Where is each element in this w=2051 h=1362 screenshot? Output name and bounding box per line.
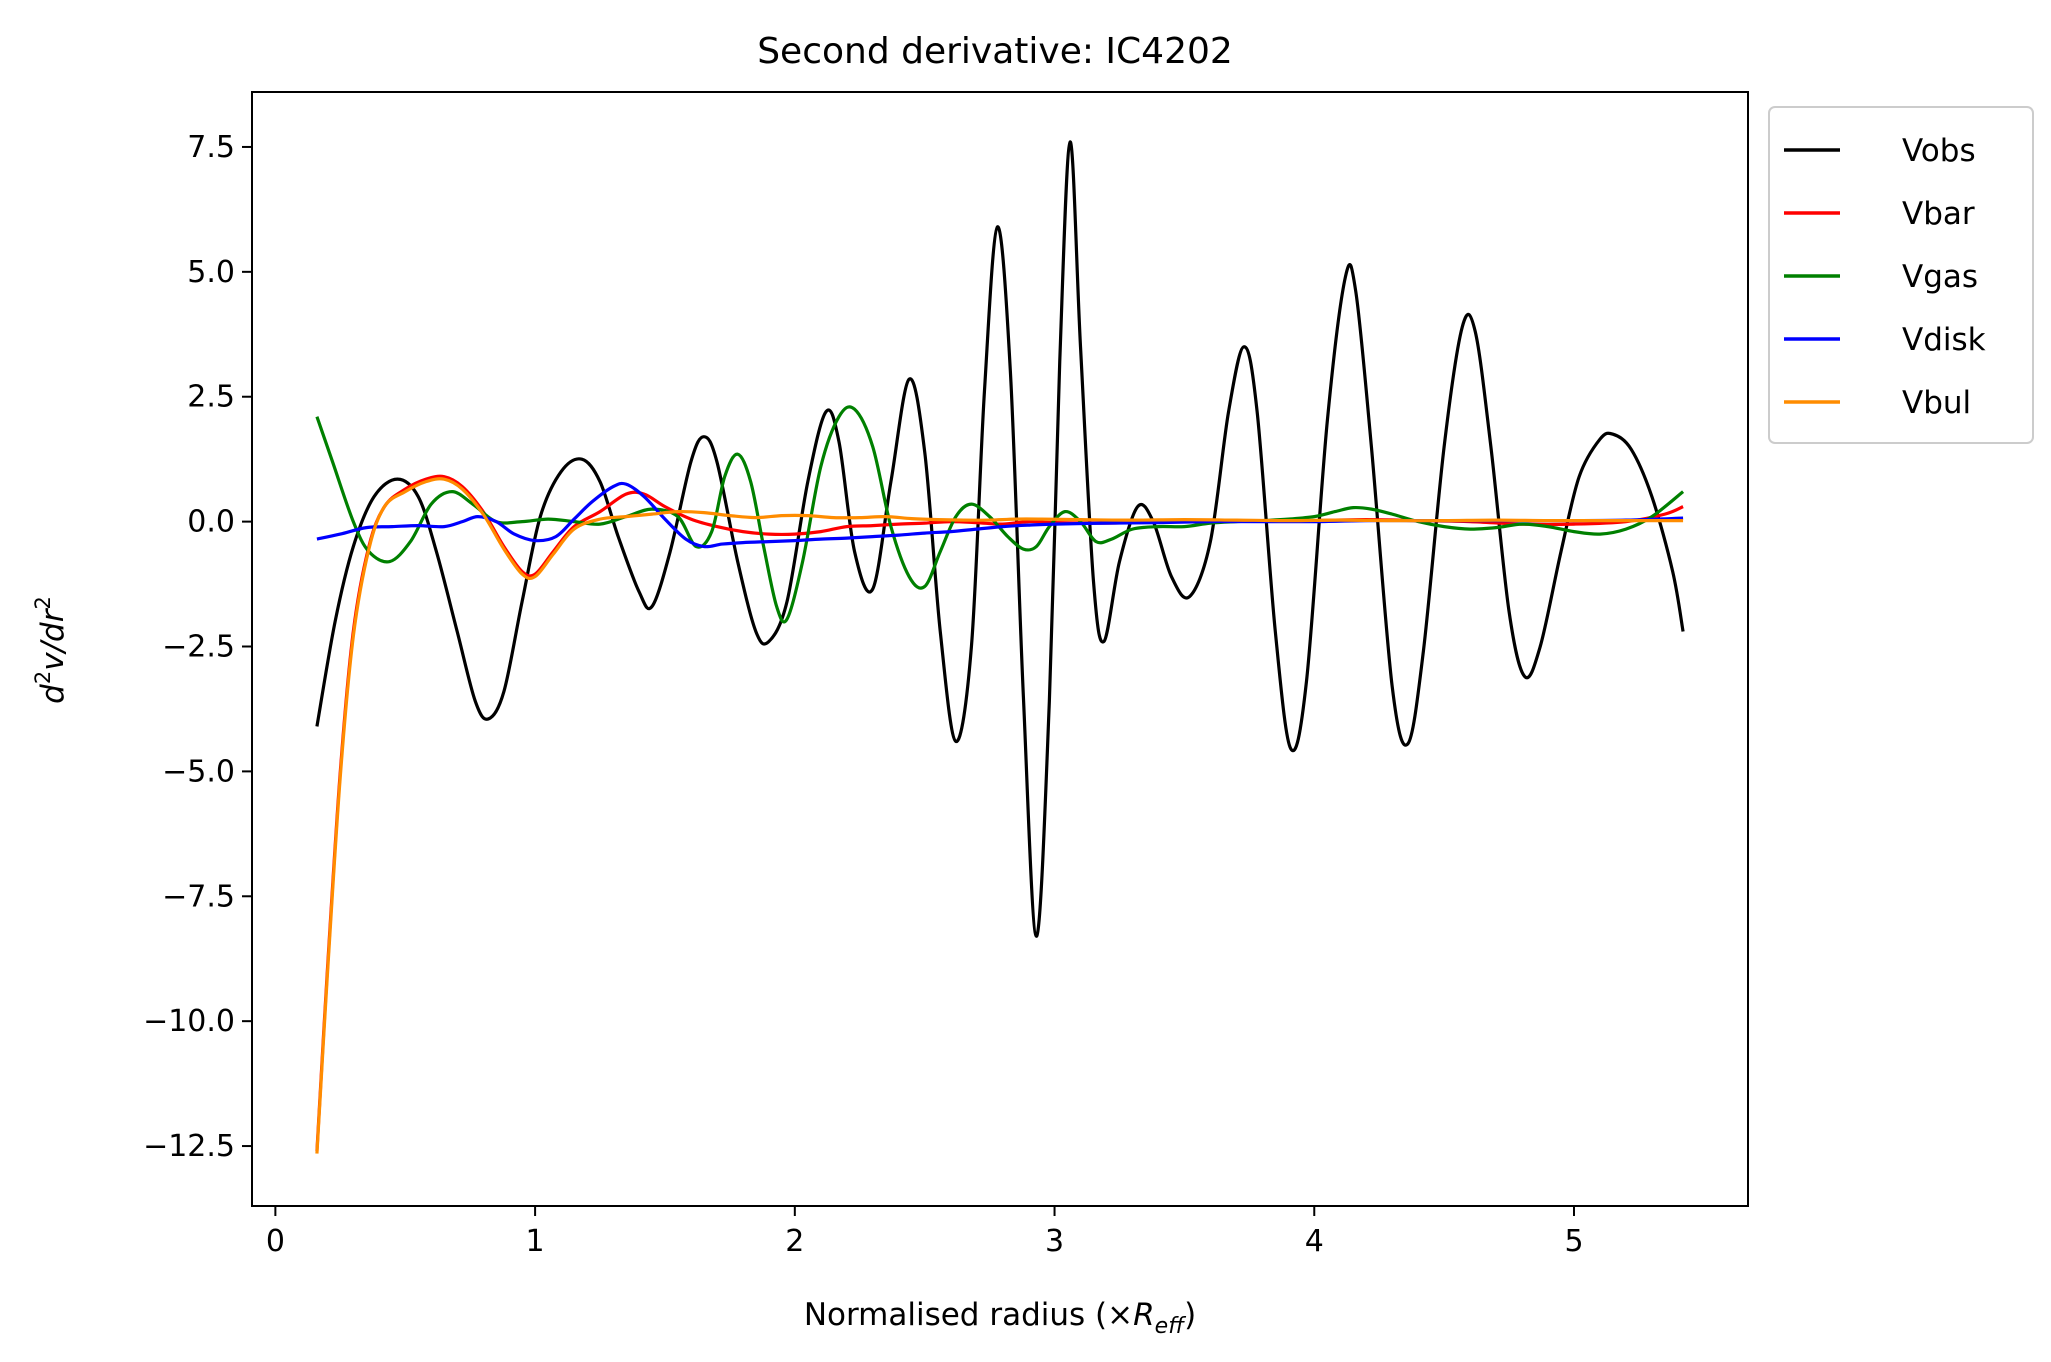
x-tick-label: 3 xyxy=(1045,1224,1064,1259)
x-tick-label: 2 xyxy=(785,1224,804,1259)
x-axis-label: Normalised radius (×Reff) xyxy=(804,1297,1196,1339)
series-line-vbar xyxy=(315,474,1684,1152)
series-line-vdisk xyxy=(316,481,1684,549)
x-axis-label-suffix: ) xyxy=(1184,1297,1196,1333)
x-axis-label-subscript: eff xyxy=(1155,1314,1187,1339)
series-layer xyxy=(315,140,1685,1154)
series-line-vobs xyxy=(315,140,1685,938)
legend-label-vdisk: Vdisk xyxy=(1902,322,1986,358)
plot-frame xyxy=(251,91,1749,1207)
legend-label-vobs: Vobs xyxy=(1902,133,1976,169)
legend-label-vgas: Vgas xyxy=(1902,259,1978,295)
x-axis-label-var: R xyxy=(1133,1297,1155,1333)
y-tick-label: 7.5 xyxy=(187,130,235,165)
y-tick-label: 0.0 xyxy=(187,505,235,540)
x-tick-label: 0 xyxy=(266,1224,285,1259)
legend: Vobs Vbar Vgas Vdisk Vbul xyxy=(1768,106,2034,444)
series-line-vgas xyxy=(315,405,1685,624)
legend-frame xyxy=(1768,106,2034,444)
y-tick-label: −7.5 xyxy=(162,879,235,914)
series-line-vbul xyxy=(315,477,1684,1154)
y-axis: 7.5 5.0 2.5 0.0 −2.5 −5.0 −7.5 −10.0 −12.5 xyxy=(143,130,252,1164)
x-axis-label-prefix: Normalised radius (× xyxy=(804,1297,1133,1333)
y-tick-label: −2.5 xyxy=(162,630,235,665)
x-axis: 0 1 2 3 4 5 xyxy=(266,1206,1584,1259)
y-axis-label-vdr: v/dr xyxy=(35,607,71,670)
y-tick-label: −12.5 xyxy=(143,1129,235,1164)
y-axis-label: d2v/dr2 xyxy=(31,596,71,704)
y-axis-label-exp1: 2 xyxy=(31,671,55,684)
y-tick-label: 5.0 xyxy=(187,255,235,290)
legend-label-vbar: Vbar xyxy=(1902,196,1975,232)
x-tick-label: 5 xyxy=(1564,1224,1583,1259)
y-tick-label: −5.0 xyxy=(162,754,235,789)
y-axis-label-d: d xyxy=(35,684,71,704)
legend-label-vbul: Vbul xyxy=(1902,385,1971,421)
y-tick-label: −10.0 xyxy=(143,1004,235,1039)
y-axis-label-exp2: 2 xyxy=(31,596,55,609)
y-tick-label: 2.5 xyxy=(187,380,235,415)
chart-title: Second derivative: IC4202 xyxy=(757,31,1233,72)
x-tick-label: 4 xyxy=(1305,1224,1324,1259)
x-tick-label: 1 xyxy=(526,1224,545,1259)
